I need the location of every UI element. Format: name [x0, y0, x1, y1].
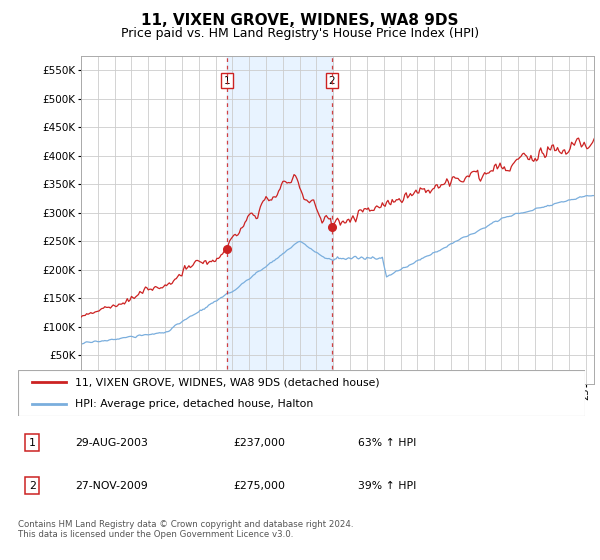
Text: £237,000: £237,000	[233, 438, 286, 447]
Text: 1: 1	[29, 438, 35, 447]
Text: 11, VIXEN GROVE, WIDNES, WA8 9DS: 11, VIXEN GROVE, WIDNES, WA8 9DS	[141, 13, 459, 29]
Text: £275,000: £275,000	[233, 481, 286, 491]
Text: 2: 2	[329, 76, 335, 86]
Text: 2: 2	[29, 481, 35, 491]
Text: Contains HM Land Registry data © Crown copyright and database right 2024.
This d: Contains HM Land Registry data © Crown c…	[18, 520, 353, 539]
Text: Price paid vs. HM Land Registry's House Price Index (HPI): Price paid vs. HM Land Registry's House …	[121, 27, 479, 40]
Bar	[227, 56, 332, 384]
Text: 1: 1	[224, 76, 230, 86]
Text: 27-NOV-2009: 27-NOV-2009	[75, 481, 148, 491]
Text: 63% ↑ HPI: 63% ↑ HPI	[358, 438, 416, 447]
Text: 11, VIXEN GROVE, WIDNES, WA8 9DS (detached house): 11, VIXEN GROVE, WIDNES, WA8 9DS (detach…	[75, 377, 379, 388]
Text: 29-AUG-2003: 29-AUG-2003	[75, 438, 148, 447]
Text: 39% ↑ HPI: 39% ↑ HPI	[358, 481, 416, 491]
Text: HPI: Average price, detached house, Halton: HPI: Average price, detached house, Halt…	[75, 399, 313, 409]
